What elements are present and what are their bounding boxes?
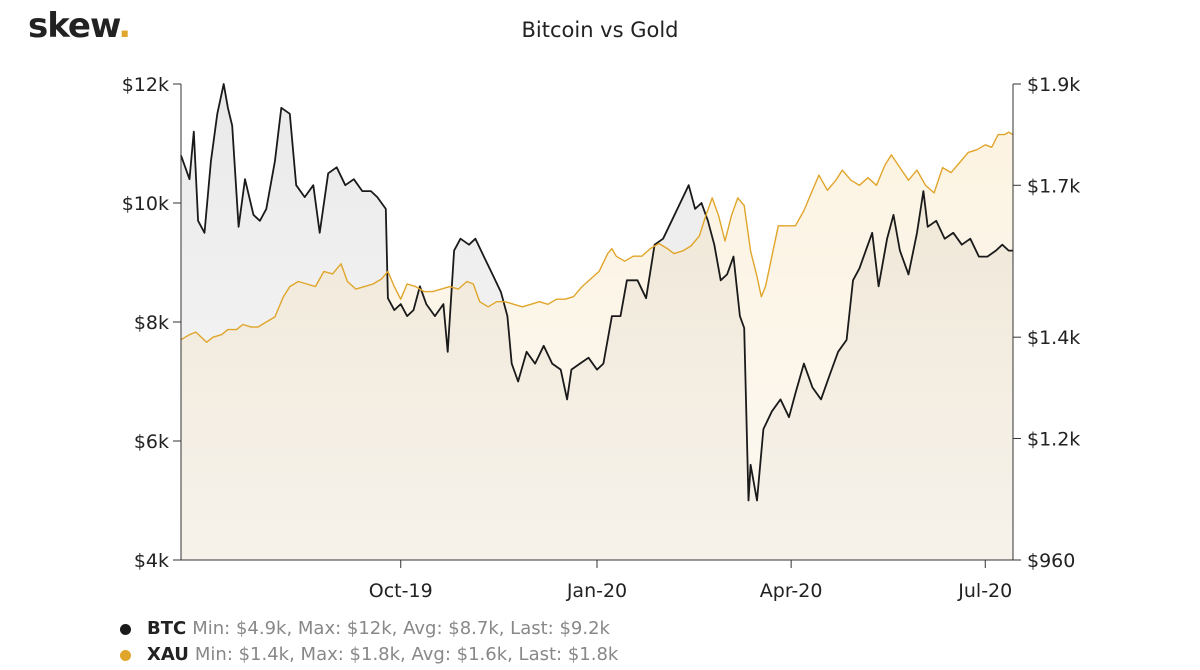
left-tick-label: $8k [134, 312, 169, 334]
brand-name: skew [28, 6, 119, 46]
legend: BTC Min: $4.9k, Max: $12k, Avg: $8.7k, L… [120, 616, 618, 668]
left-tick-label: $4k [134, 550, 169, 572]
btc-legend-dot-icon [120, 623, 131, 635]
xau-area [181, 132, 1013, 560]
brand-dot: . [118, 6, 131, 46]
left-tick-label: $6k [134, 431, 169, 453]
legend-xau-name: XAU [147, 644, 189, 665]
left-tick-label: $10k [122, 193, 169, 215]
right-tick-label: $960 [1027, 550, 1075, 572]
x-tick-label: Oct-19 [369, 580, 433, 602]
btc-line [180, 83, 1013, 502]
skew-logo: skew. [28, 6, 131, 46]
left-tick-label: $12k [122, 74, 169, 96]
legend-btc-stats: Min: $4.9k, Max: $12k, Avg: $8.7k, Last:… [192, 618, 610, 639]
x-tick-label: Jan-20 [566, 580, 627, 602]
right-tick-label: $1.2k [1027, 428, 1080, 450]
legend-item-xau[interactable]: XAU Min: $1.4k, Max: $1.8k, Avg: $1.6k, … [120, 642, 618, 668]
right-tick-label: $1.4k [1027, 327, 1080, 349]
legend-xau-stats: Min: $1.4k, Max: $1.8k, Avg: $1.6k, Last… [194, 644, 619, 665]
right-tick-label: $1.9k [1027, 74, 1080, 96]
legend-btc-name: BTC [147, 618, 187, 639]
xau-line [180, 131, 1014, 343]
x-tick-label: Jul-20 [957, 580, 1012, 602]
x-tick-label: Apr-20 [760, 580, 823, 602]
chart-title: Bitcoin vs Gold [521, 18, 679, 42]
chart-plot-area: $4k $6k $8k $10k $12k $960 $1.2k $1.4k $1.7k $1.9… [122, 74, 1081, 602]
xau-legend-dot-icon [120, 649, 131, 661]
legend-item-btc[interactable]: BTC Min: $4.9k, Max: $12k, Avg: $8.7k, L… [120, 616, 618, 642]
right-tick-label: $1.7k [1027, 175, 1080, 197]
